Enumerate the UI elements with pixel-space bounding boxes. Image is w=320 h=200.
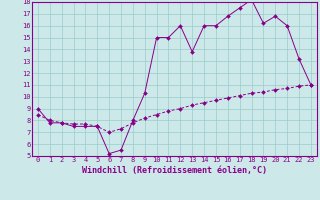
X-axis label: Windchill (Refroidissement éolien,°C): Windchill (Refroidissement éolien,°C) xyxy=(82,166,267,175)
